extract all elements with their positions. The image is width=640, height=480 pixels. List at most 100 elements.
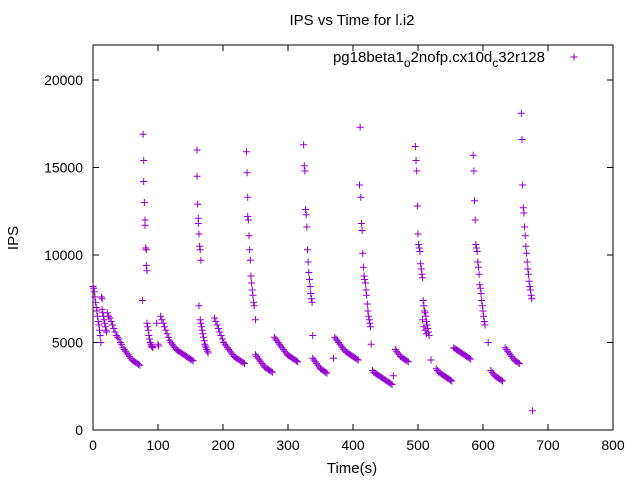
data-point: [364, 307, 372, 315]
data-point: [148, 343, 156, 351]
data-point: [200, 337, 208, 345]
x-tick-label: 100: [146, 437, 170, 453]
data-point: [139, 130, 147, 138]
data-point: [422, 318, 430, 325]
data-point: [387, 380, 395, 388]
data-point: [302, 211, 310, 219]
legend-entry-label: pg18beta1o2nofp.cx10dc32r128: [333, 49, 545, 70]
data-point: [248, 286, 256, 294]
data-point: [497, 376, 505, 384]
data-point: [136, 361, 144, 369]
data-point: [419, 274, 427, 282]
data-point: [144, 323, 152, 331]
x-tick-label: 500: [406, 437, 430, 453]
data-point: [467, 355, 475, 363]
data-point: [204, 349, 212, 357]
data-point: [367, 340, 375, 348]
data-point: [417, 265, 425, 273]
x-tick-label: 700: [536, 437, 560, 453]
data-point: [90, 288, 98, 296]
data-point: [447, 376, 454, 384]
data-point: [415, 241, 423, 248]
data-point: [303, 223, 311, 231]
data-point: [107, 318, 115, 325]
x-tick-label: 600: [471, 437, 495, 453]
data-point: [403, 357, 411, 365]
data-point: [309, 332, 317, 339]
data-point: [471, 197, 479, 205]
data-point: [149, 344, 157, 352]
data-point: [521, 232, 529, 240]
data-point: [142, 262, 150, 269]
data-point: [421, 307, 428, 315]
data-point: [189, 357, 197, 365]
data-point: [479, 307, 487, 315]
data-point: [198, 326, 206, 334]
data-point: [526, 283, 534, 290]
data-point: [304, 258, 312, 266]
data-point: [140, 199, 148, 206]
y-tick-label: 10000: [44, 247, 83, 263]
data-point: [480, 318, 488, 325]
data-point: [294, 358, 302, 366]
data-point: [240, 360, 248, 367]
data-point: [367, 323, 375, 331]
data-point: [480, 312, 488, 320]
data-point: [419, 297, 427, 304]
data-point: [93, 307, 101, 315]
data-point: [365, 316, 373, 324]
data-point: [517, 109, 525, 117]
data-point: [499, 377, 506, 385]
plot-area: [92, 44, 614, 431]
data-point: [356, 123, 364, 131]
data-point: [307, 290, 315, 297]
data-point: [91, 293, 99, 301]
data-point: [366, 319, 374, 327]
data-point: [244, 213, 252, 220]
data-point: [301, 167, 309, 175]
data-point: [135, 360, 142, 368]
data-point: [363, 300, 371, 308]
data-point: [523, 249, 531, 257]
data-point: [359, 249, 367, 257]
data-point: [292, 357, 300, 365]
data-point: [143, 267, 151, 275]
x-axis: 0 100 200 300 400 500 600 700 800: [89, 45, 625, 453]
data-point: [202, 344, 210, 352]
data-point: [362, 286, 370, 294]
data-point: [413, 202, 421, 210]
data-point: [246, 256, 254, 264]
data-point: [111, 328, 119, 336]
data-point: [417, 260, 425, 268]
data-point: [413, 167, 421, 175]
data-point: [94, 312, 102, 320]
data-point: [101, 323, 109, 331]
data-point: [519, 204, 527, 212]
data-point: [268, 368, 276, 376]
data-point: [96, 326, 103, 334]
data-point: [193, 146, 201, 154]
data-point: [523, 258, 531, 266]
data-point: [300, 162, 308, 170]
data-point: [412, 157, 420, 164]
data-point: [484, 339, 492, 346]
data-point: [197, 256, 205, 264]
data-point: [525, 270, 532, 278]
data-point: [249, 291, 257, 299]
data-point: [110, 325, 118, 332]
data-point: [308, 298, 316, 306]
data-point: [476, 284, 484, 292]
data-point: [239, 359, 247, 367]
data-point: [213, 321, 221, 329]
legend: pg18beta1o2nofp.cx10dc32r128: [333, 49, 578, 70]
data-point: [528, 295, 536, 303]
data-point: [245, 232, 253, 240]
data-point: [353, 355, 361, 363]
data-point: [157, 312, 165, 320]
data-point: [92, 304, 100, 311]
data-point: [476, 281, 484, 289]
data-point: [214, 325, 222, 332]
data-point: [322, 368, 330, 376]
data-point: [423, 321, 431, 329]
data-point: [200, 333, 207, 341]
